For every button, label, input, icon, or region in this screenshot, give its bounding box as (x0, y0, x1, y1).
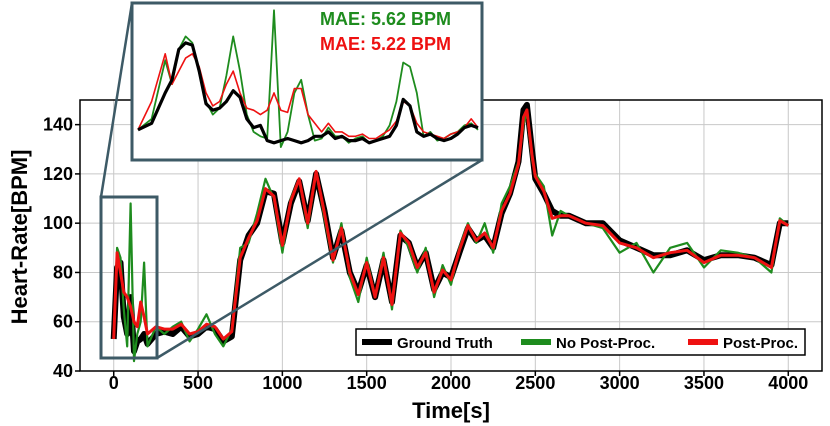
zoom-indicator (99, 2, 483, 360)
y-axis-title: Heart-Rate[BPM] (7, 150, 32, 325)
x-tick-label: 1500 (347, 373, 387, 393)
y-tick-label: 40 (53, 361, 73, 381)
zoom-box (99, 195, 159, 360)
y-tick-label: 120 (43, 164, 73, 184)
main-series (110, 101, 790, 363)
inset-mae-no-post: MAE: 5.62 BPM (320, 9, 451, 29)
inset-series (137, 9, 479, 148)
y-tick-label: 60 (53, 312, 73, 332)
x-tick-label: 0 (109, 373, 119, 393)
x-tick-label: 4000 (768, 373, 808, 393)
legend-label-no-post-proc: No Post-Proc. (556, 335, 655, 352)
legend: Ground Truth No Post-Proc. Post-Proc. (355, 328, 806, 356)
legend-label-ground-truth: Ground Truth (397, 335, 493, 352)
inset-post-proc-line (137, 53, 479, 140)
y-tick-label: 140 (43, 115, 73, 135)
x-tick-label: 500 (183, 373, 213, 393)
x-tick-label: 3500 (684, 373, 724, 393)
zoom-connector-right (156, 158, 483, 360)
x-axis-title: Time[s] (412, 398, 490, 423)
x-tick-label: 1000 (262, 373, 302, 393)
post-proc-line (112, 108, 790, 341)
y-tick-label: 100 (43, 213, 73, 233)
x-tick-label: 2000 (431, 373, 471, 393)
x-tick-label: 3000 (600, 373, 640, 393)
zoom-connector-left (99, 2, 134, 198)
axis-ticks: 0 500 1000 1500 2000 2500 3000 3500 4000 40 60 80 10… (43, 115, 808, 393)
legend-box (355, 328, 806, 356)
inset-panel: MAE: 5.62 BPM MAE: 5.22 BPM (130, 1, 484, 162)
x-tick-label: 2500 (515, 373, 555, 393)
legend-label-post-proc: Post-Proc. (723, 335, 798, 352)
inset-mae-post: MAE: 5.22 BPM (320, 34, 451, 54)
y-tick-label: 80 (53, 262, 73, 282)
inset-ground-truth-line (137, 41, 479, 145)
